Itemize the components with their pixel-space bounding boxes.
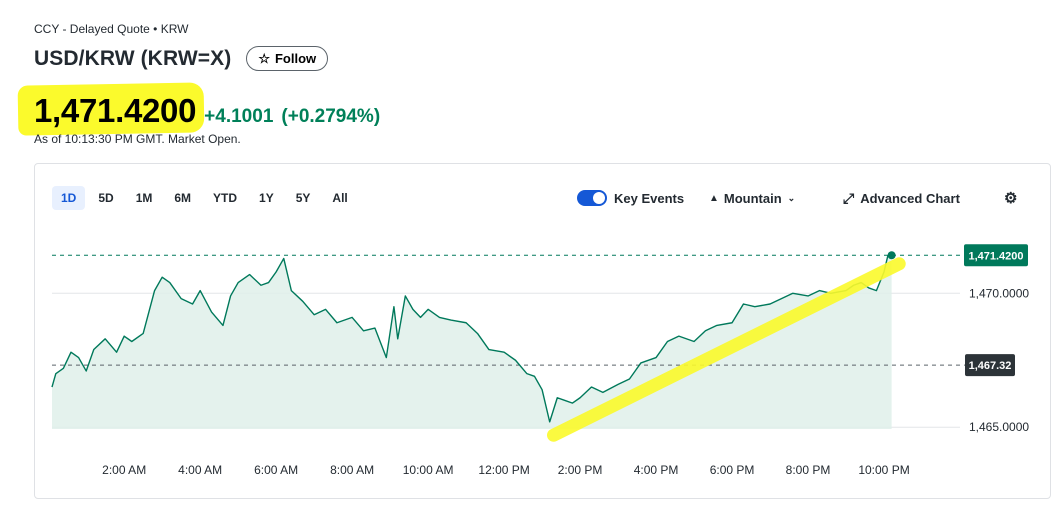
y-tick-label: 1,465.0000 [969,420,1029,434]
price-area [52,255,892,429]
settings-button[interactable]: ⚙ [1004,186,1017,210]
chart-type-dropdown[interactable]: ▲ Mountain ⌄ [709,186,795,210]
range-tabs: 1D 5D 1M 6M YTD 1Y 5Y All [52,186,357,210]
x-tick-label: 4:00 PM [634,463,679,477]
previous-close-badge-label: 1,467.32 [969,360,1012,372]
star-icon: ☆ [258,51,270,66]
trend-highlight [546,257,906,442]
title-row: USD/KRW (KRW=X) ☆ Follow [34,46,329,71]
previous-close-badge [965,354,1015,377]
quote-price-row: 1,471.4200 +4.1001 (+0.2794%) [34,92,380,130]
range-tab-6m[interactable]: 6M [174,191,192,205]
page-title: USD/KRW (KRW=X) [34,46,232,70]
x-tick-label: 10:00 PM [858,463,909,477]
x-tick-label: 6:00 PM [710,463,755,477]
follow-button[interactable]: ☆ Follow [246,46,329,71]
follow-label: Follow [274,51,317,66]
current-price-badge-label: 1,471.4200 [968,250,1023,262]
current-price-dot [887,251,896,260]
x-tick-label: 8:00 PM [786,463,831,477]
chart-card: 1,470.0000 1,465.0000 1,471.4200 1,467.32 2:… [34,163,1051,499]
toggle-switch[interactable] [577,190,607,206]
current-price-badge [964,244,1028,267]
range-tab-all[interactable]: All [332,191,348,205]
market-status: As of 10:13:30 PM GMT. Market Open. [34,132,241,146]
x-tick-label: 8:00 AM [330,463,374,477]
range-tab-5y[interactable]: 5Y [295,191,311,205]
range-tab-1m[interactable]: 1M [135,191,153,205]
expand-icon: ⤢ [843,189,855,206]
key-events-label: Key Events [614,190,685,206]
mountain-icon: ▲ [709,192,719,204]
x-tick-label: 4:00 AM [178,463,222,477]
price-line [51,254,892,423]
y-tick-label: 1,470.0000 [969,286,1029,300]
chevron-down-icon: ⌄ [787,192,796,203]
range-tab-5d[interactable]: 5D [98,191,114,205]
range-tab-ytd[interactable]: YTD [213,191,238,205]
key-events-toggle[interactable]: Key Events [577,186,684,210]
price-change: +4.1001 [204,106,274,127]
gear-icon: ⚙ [1004,190,1018,207]
x-tick-label: 12:00 PM [478,463,529,477]
current-price: 1,471.4200 [34,92,197,129]
chart-type-label: Mountain [723,190,782,206]
x-tick-label: 2:00 AM [102,463,146,477]
range-tab-1y[interactable]: 1Y [259,191,274,205]
x-tick-label: 10:00 AM [403,463,454,477]
x-tick-label: 2:00 PM [558,463,603,477]
range-tab-1d[interactable]: 1D [52,186,86,210]
advanced-chart-button[interactable]: ⤢ Advanced Chart [843,186,960,210]
x-tick-label: 6:00 AM [254,463,298,477]
price-change-percent: (+0.2794%) [281,106,381,127]
advanced-chart-label: Advanced Chart [860,190,960,206]
price-chart[interactable]: 1,470.0000 1,465.0000 1,471.4200 1,467.32 2:… [35,164,1052,500]
breadcrumb: CCY - Delayed Quote • KRW [34,22,189,36]
